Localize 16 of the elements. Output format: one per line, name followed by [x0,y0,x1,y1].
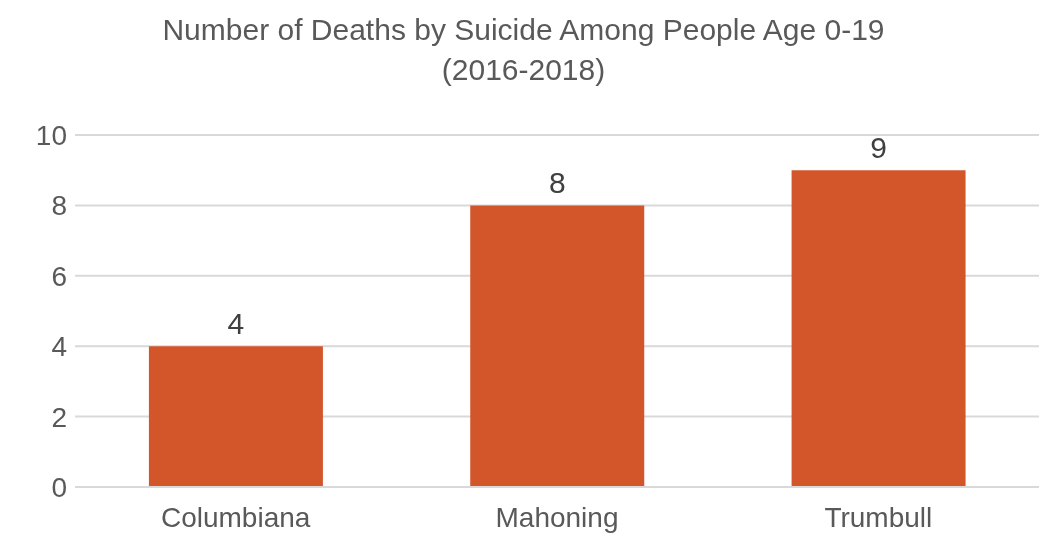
chart-title: Number of Deaths by Suicide Among People Age 0-19 (2016-2018) [161,12,886,88]
x-tick-label: Mahoning [495,501,619,533]
x-tick-label: Trumbull [824,501,933,533]
data-label: 9 [870,131,887,165]
data-label: 8 [548,166,566,200]
bar [470,205,645,487]
x-tick-label: Columbiana [160,501,311,533]
y-tick-label: 10 [35,119,67,151]
y-tick-label: 6 [51,260,67,292]
y-tick-label: 2 [51,401,67,433]
y-tick-label: 0 [51,471,67,503]
data-label: 4 [227,307,245,341]
bar [148,346,323,487]
y-tick-label: 8 [51,190,67,222]
y-tick-label: 4 [51,331,67,363]
bar [791,170,966,487]
